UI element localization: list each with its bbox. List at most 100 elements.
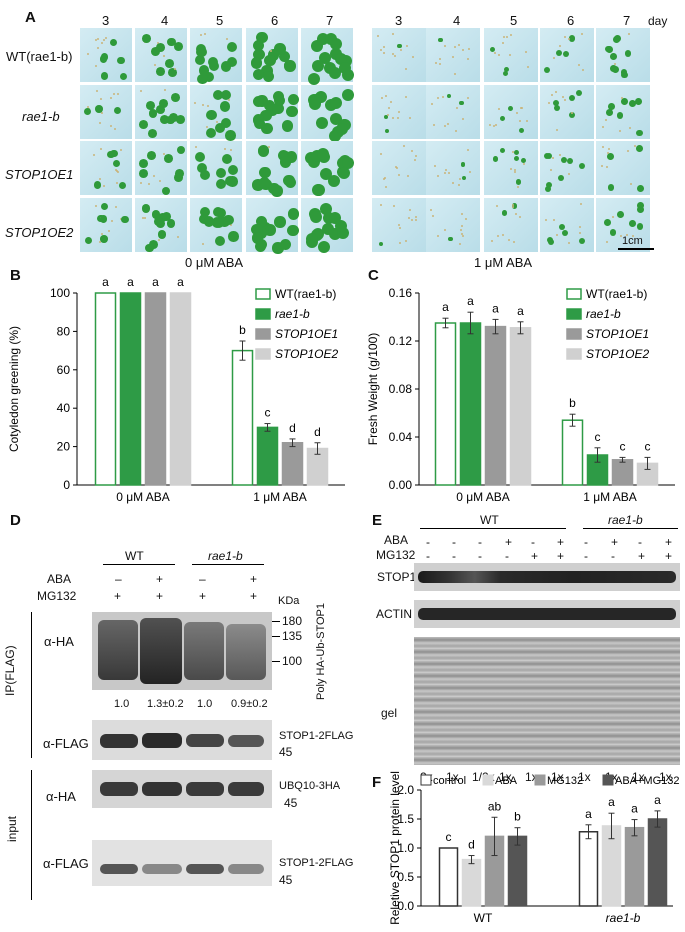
group-label-wt: WT: [480, 513, 499, 527]
poly-ub-label: Poly HA-Ub-STOP1: [315, 603, 327, 700]
sign: +: [156, 589, 164, 603]
bar: [647, 818, 668, 907]
sign: +: [557, 535, 565, 549]
y-tick-label: 0.08: [389, 382, 413, 396]
quant-value: 0.9±0.2: [231, 698, 268, 710]
mg132-row-label: MG132: [37, 589, 77, 603]
sign: +: [638, 549, 646, 563]
significance-letter: b: [569, 396, 576, 410]
bar: [561, 419, 584, 486]
group-line: [192, 564, 264, 565]
bar: [461, 858, 482, 907]
sign: +: [611, 535, 619, 549]
legend-label: WT(rae1-b): [275, 287, 336, 301]
legend-swatch: [566, 288, 582, 300]
significance-letter: ab: [488, 799, 502, 813]
significance-letter: c: [620, 439, 626, 453]
seedling-plate: [596, 85, 650, 139]
condition-label-right: 1 μM ABA: [474, 255, 533, 270]
day-label: 6: [567, 13, 575, 28]
legend-swatch: [255, 288, 271, 300]
marker-tick: [272, 621, 280, 622]
seedling-plate: [190, 141, 242, 195]
seedling-plate: [540, 198, 594, 252]
seedling-plate: [372, 141, 426, 195]
significance-letter: a: [152, 275, 159, 289]
legend-swatch: [534, 774, 546, 786]
seedling-plate: [80, 141, 132, 195]
sign: -: [584, 549, 588, 563]
sign: -: [478, 535, 482, 549]
seedling-plate: [540, 28, 594, 82]
y-tick-label: 1.5: [397, 812, 414, 826]
scale-bar: [618, 248, 654, 250]
mw-marker: 45: [279, 873, 293, 887]
seedling-plate: [596, 141, 650, 195]
sign: +: [665, 549, 673, 563]
y-tick-label: 60: [57, 363, 71, 377]
bar: [578, 831, 599, 907]
seedling-plate: [372, 28, 426, 82]
y-tick-label: 0.00: [389, 478, 413, 492]
row-label: STOP1OE2: [5, 225, 74, 240]
condition-label-left: 0 μM ABA: [185, 255, 244, 270]
panel-a-label: A: [25, 9, 36, 26]
seedling-plate: [135, 141, 187, 196]
bar: [484, 325, 507, 486]
significance-letter: d: [289, 421, 296, 435]
input-bracket: [31, 770, 32, 900]
sign: +: [156, 572, 164, 586]
antibody-label: α-FLAG: [43, 856, 89, 871]
western-blot-actin: [414, 600, 680, 628]
loading-label: 1x: [659, 770, 672, 784]
y-tick-label: 0: [63, 478, 70, 492]
x-category-label: WT: [474, 911, 493, 925]
bar: [256, 426, 279, 486]
legend-swatch: [602, 774, 614, 786]
sign: +: [665, 535, 673, 549]
significance-letter: a: [177, 275, 184, 289]
loading-label: 1x: [632, 770, 645, 784]
sign: -: [584, 535, 588, 549]
loading-label: 1x: [446, 770, 459, 784]
seedling-plate: [484, 141, 538, 195]
significance-letter: d: [314, 425, 321, 439]
seedling-plate: [80, 28, 132, 82]
day-label: 4: [453, 13, 461, 28]
legend-swatch: [566, 328, 582, 340]
input-label: input: [5, 815, 19, 842]
sign: +: [531, 549, 539, 563]
ip-label: IP(FLAG): [3, 645, 17, 696]
seedling-plate: [596, 28, 650, 82]
aba-row-label: ABA: [47, 572, 72, 586]
panel-b-label: B: [10, 267, 21, 284]
seedling-plate: [484, 198, 538, 252]
x-category-label: 1 μM ABA: [583, 490, 637, 504]
seedling-plate: [80, 85, 132, 139]
y-tick-label: 0.16: [389, 286, 413, 300]
seedling-plate: [190, 85, 242, 141]
significance-letter: a: [608, 795, 615, 809]
seedling-plate: [301, 198, 353, 253]
western-blot-ubiquitin: [92, 612, 272, 690]
seedling-plate: [426, 141, 480, 195]
bar: [459, 322, 482, 486]
sign: -: [638, 535, 642, 549]
significance-letter: a: [102, 275, 109, 289]
loading-label: 1x: [551, 770, 564, 784]
significance-letter: a: [517, 304, 524, 318]
sign: -: [505, 549, 509, 563]
sign: -: [426, 549, 430, 563]
significance-letter: a: [585, 807, 592, 821]
mw-marker: 45: [284, 796, 298, 810]
seedling-plate: [246, 28, 298, 83]
significance-letter: b: [239, 323, 246, 337]
group-label-rae1b: rae1-b: [608, 513, 643, 527]
day-label: 3: [102, 13, 110, 28]
panel-d-label: D: [10, 512, 21, 529]
row-label: WT(rae1-b): [6, 49, 73, 64]
significance-letter: b: [514, 810, 521, 824]
row-label: STOP1OE1: [5, 167, 74, 182]
legend-label: WT(rae1-b): [586, 287, 647, 301]
seedling-plate: [301, 28, 354, 85]
